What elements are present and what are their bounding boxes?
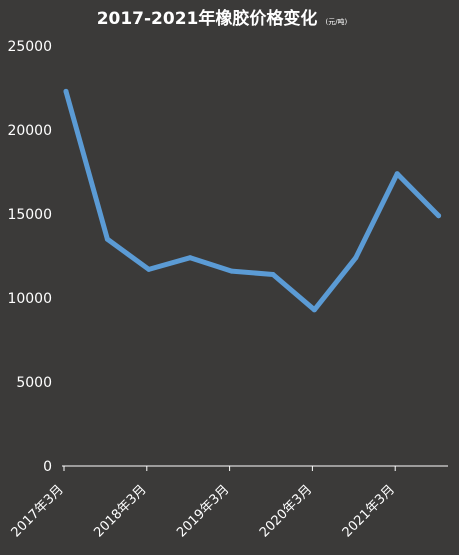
data-point [146, 266, 152, 272]
y-tick-label: 20000 [7, 123, 52, 139]
data-point [436, 213, 442, 219]
data-point [63, 88, 69, 94]
x-tick-label: 2021年3月 [340, 482, 398, 540]
chart-title-main: 2017-2021年橡胶价格变化 [97, 8, 318, 29]
y-tick-label: 15000 [7, 207, 52, 223]
y-tick-label: 5000 [16, 375, 52, 391]
data-point [229, 268, 235, 274]
x-tick-label: 2017年3月 [9, 482, 67, 540]
data-point [311, 307, 317, 313]
x-tick-label: 2019年3月 [174, 482, 232, 540]
chart-title-unit: (元/吨) [325, 17, 347, 26]
x-tick-label: 2018年3月 [91, 482, 149, 540]
data-point [394, 171, 400, 177]
data-point [353, 255, 359, 261]
series-line [63, 88, 442, 313]
data-point [104, 236, 110, 242]
chart-title: 2017-2021年橡胶价格变化 (元/吨) [97, 8, 348, 29]
data-point [187, 255, 193, 261]
y-tick-label: 25000 [7, 39, 52, 55]
y-tick-label: 10000 [7, 291, 52, 307]
x-tick-label: 2020年3月 [257, 482, 315, 540]
data-point [270, 272, 276, 277]
plot-area: 0 5000 10000 15000 20000 25000 2017年3月 2018年3月 2… [7, 39, 448, 540]
y-tick-label: 0 [43, 459, 52, 475]
